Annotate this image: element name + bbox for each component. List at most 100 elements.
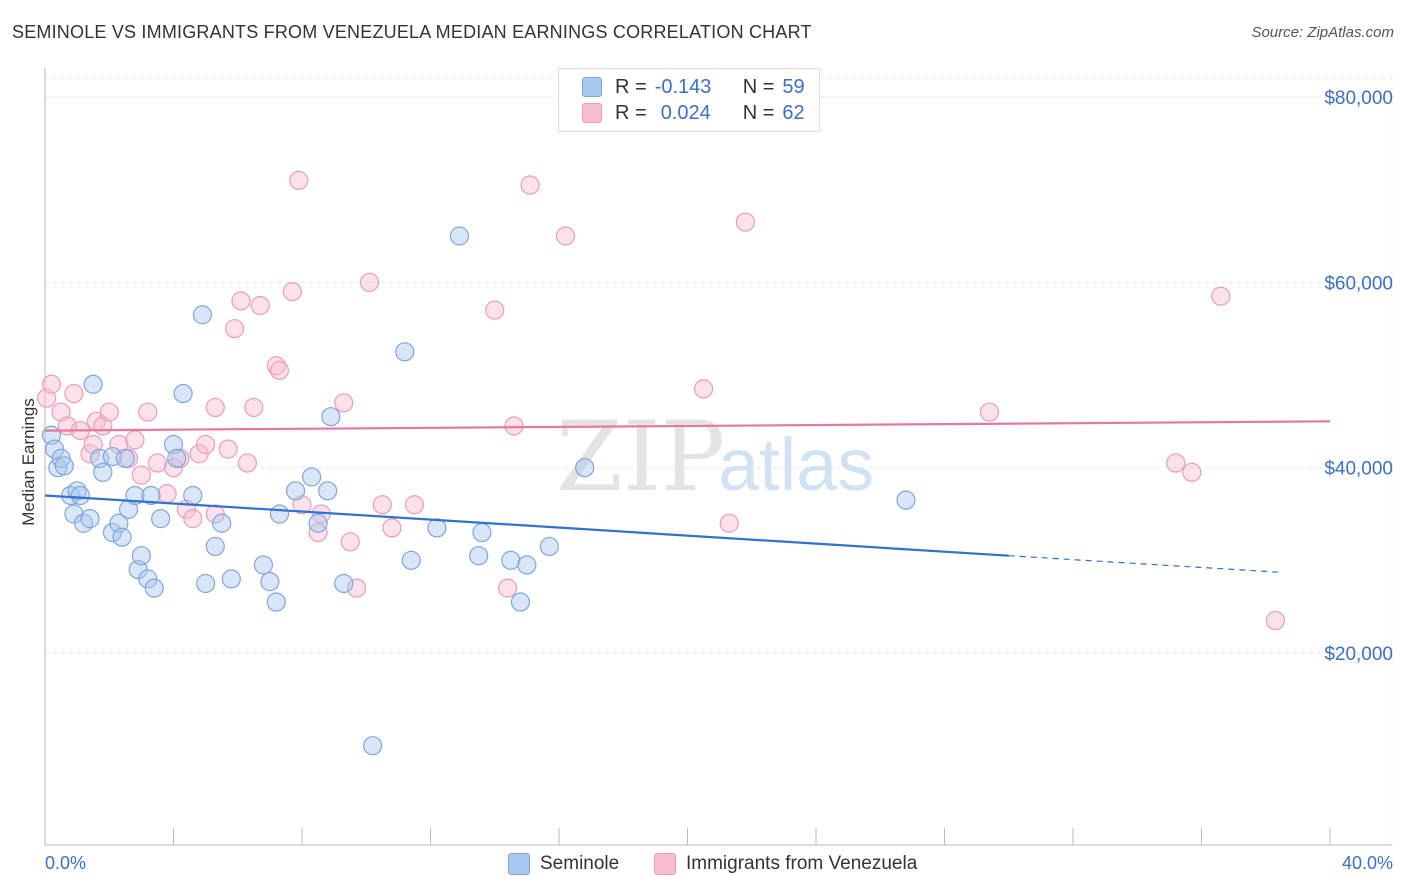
data-point-venezuela	[1166, 453, 1186, 473]
data-point-venezuela	[334, 393, 354, 413]
data-point-venezuela	[189, 444, 209, 464]
data-point-seminole	[93, 462, 113, 482]
data-point-venezuela	[196, 434, 216, 455]
data-point-venezuela	[1182, 462, 1202, 482]
data-point-venezuela	[64, 383, 84, 404]
data-point-venezuela	[138, 402, 158, 422]
data-point-seminole	[253, 555, 274, 575]
data-point-seminole	[334, 573, 354, 594]
y-axis-label: Median Earnings	[19, 398, 38, 526]
x-tick-label-max: 40.0%	[1342, 853, 1393, 873]
data-point-seminole	[266, 592, 286, 612]
data-point-seminole	[308, 513, 328, 533]
y-tick-label: $80,000	[1324, 88, 1393, 109]
data-point-seminole	[575, 458, 595, 478]
data-point-venezuela	[147, 453, 168, 473]
data-point-seminole	[205, 536, 225, 557]
legend-n-venezuela: 62	[782, 101, 805, 124]
x-tick-label-min: 0.0%	[45, 853, 86, 873]
data-point-venezuela	[131, 465, 151, 485]
data-point-seminole	[112, 527, 132, 547]
data-point-venezuela	[237, 453, 257, 473]
watermark-zip: ZIP	[556, 401, 725, 513]
data-point-venezuela	[693, 379, 714, 399]
axes	[44, 68, 1392, 846]
data-point-venezuela	[382, 518, 402, 538]
data-point-venezuela	[340, 532, 360, 552]
legend-r-venezuela: 0.024	[660, 101, 711, 124]
bottom-legend-venezuela: Immigrants from Venezuela	[654, 852, 917, 876]
trend-line-seminole-extension	[1008, 555, 1282, 573]
chart-title: SEMINOLE VS IMMIGRANTS FROM VENEZUELA ME…	[12, 22, 812, 42]
data-point-seminole	[45, 439, 65, 459]
bottom-legend-label-seminole: Seminole	[540, 853, 620, 874]
bottom-legend-swatch-seminole	[508, 853, 530, 875]
legend-row-venezuela: R = 0.024 N = 62	[582, 101, 805, 125]
data-point-seminole	[401, 550, 421, 570]
data-point-venezuela	[347, 578, 367, 598]
data-point-venezuela	[183, 509, 203, 529]
data-point-seminole	[196, 573, 216, 594]
data-point-venezuela	[205, 397, 225, 418]
data-point-seminole	[80, 509, 100, 529]
trend-line-venezuela	[44, 420, 1331, 432]
data-point-venezuela	[555, 226, 576, 246]
data-point-seminole	[321, 407, 341, 427]
trend-line-seminole	[44, 494, 1009, 557]
data-point-venezuela	[157, 484, 177, 504]
data-point-venezuela	[1211, 286, 1231, 306]
data-point-seminole	[260, 572, 280, 592]
bottom-legend-swatch-venezuela	[654, 853, 676, 875]
data-point-venezuela	[99, 402, 119, 422]
source-credit: Source: ZipAtlas.com	[1251, 24, 1394, 41]
bottom-legend-seminole: Seminole	[508, 852, 619, 876]
data-point-venezuela	[504, 416, 524, 436]
series-venezuela-points	[37, 170, 1285, 631]
legend-n-label: N =	[742, 75, 775, 98]
data-point-venezuela	[735, 212, 755, 232]
data-point-venezuela	[372, 495, 392, 515]
data-point-seminole	[115, 448, 135, 468]
data-point-venezuela	[359, 272, 380, 292]
data-point-venezuela	[125, 430, 145, 450]
watermark-atlas: atlas	[718, 423, 874, 506]
data-point-venezuela	[41, 374, 62, 394]
data-point-venezuela	[231, 291, 251, 311]
data-point-venezuela	[218, 439, 238, 459]
data-point-seminole	[896, 490, 916, 510]
data-point-venezuela	[250, 295, 270, 316]
data-point-seminole	[501, 550, 521, 570]
data-point-seminole	[183, 485, 203, 506]
data-point-seminole	[449, 226, 470, 246]
legend-row-seminole: R = -0.143 N = 59	[582, 75, 805, 99]
correlation-legend: R = -0.143 N = 59 R = 0.024 N = 62	[558, 68, 820, 132]
data-point-seminole	[138, 569, 158, 589]
y-tick-label: $60,000	[1324, 273, 1393, 294]
y-tick-label: $20,000	[1324, 644, 1393, 665]
data-point-venezuela	[205, 504, 225, 524]
legend-r-label: R =	[615, 75, 647, 98]
legend-swatch-venezuela	[582, 103, 602, 123]
data-point-venezuela	[289, 170, 309, 190]
data-point-seminole	[131, 546, 151, 566]
data-point-venezuela	[498, 578, 518, 598]
data-point-venezuela	[244, 397, 264, 418]
data-point-seminole	[302, 467, 322, 487]
data-point-seminole	[151, 509, 171, 529]
data-point-seminole	[192, 305, 213, 325]
data-point-venezuela	[485, 300, 505, 320]
legend-swatch-seminole	[582, 77, 602, 97]
data-point-seminole	[517, 555, 537, 575]
data-point-venezuela	[404, 495, 425, 515]
data-point-seminole	[539, 536, 559, 557]
data-point-seminole	[510, 592, 531, 612]
zipatlas-watermark: ZIP atlas	[556, 401, 874, 513]
data-point-seminole	[212, 513, 232, 533]
data-point-seminole	[54, 456, 74, 476]
legend-n-seminole: 59	[782, 75, 805, 98]
data-point-seminole	[472, 522, 492, 543]
data-point-seminole	[221, 569, 241, 589]
y-tick-label: $40,000	[1324, 459, 1393, 480]
data-point-venezuela	[1265, 610, 1285, 631]
